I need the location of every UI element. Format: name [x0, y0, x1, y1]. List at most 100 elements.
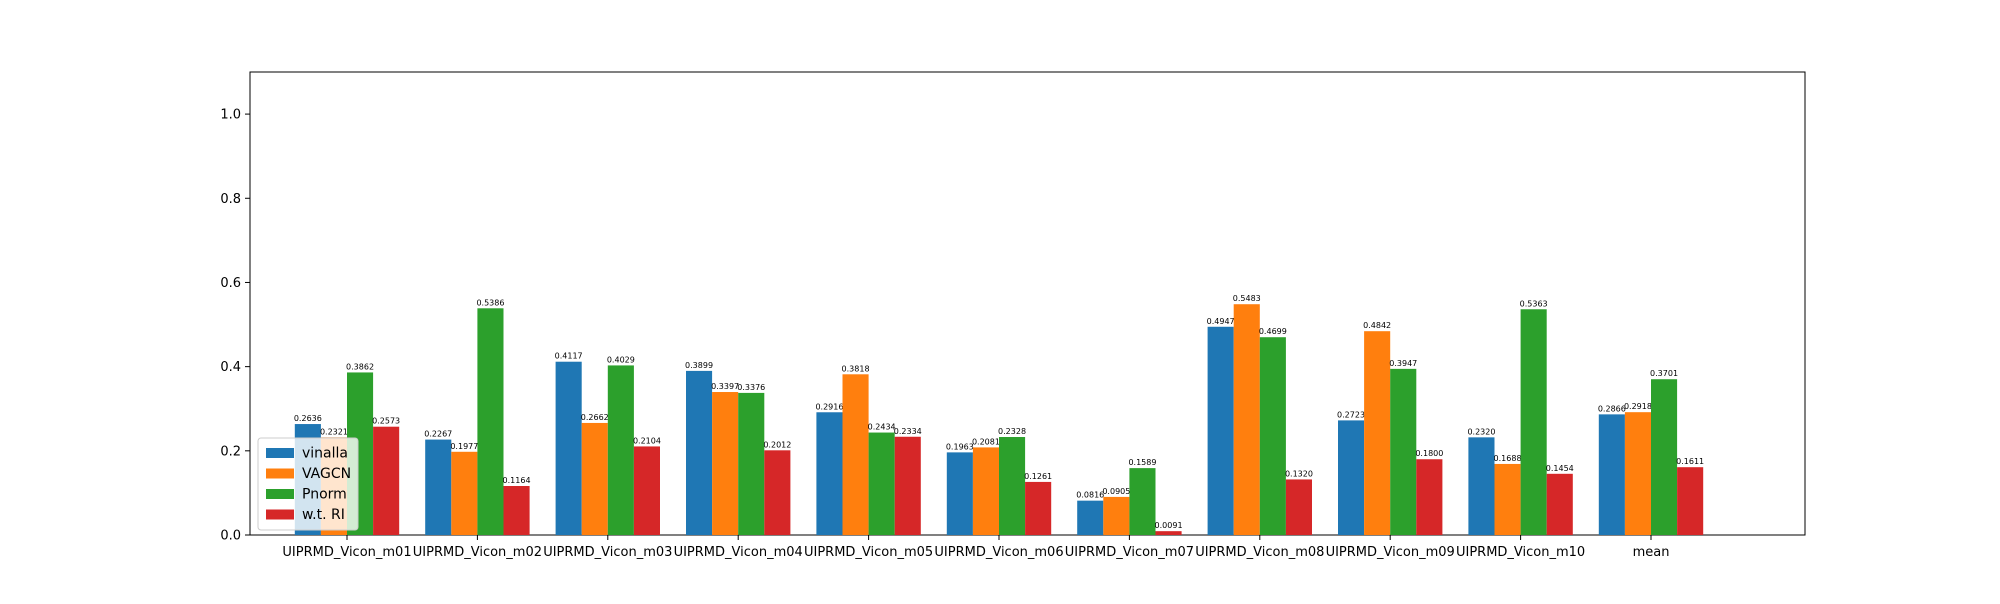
bar-value-label: 0.2866 [1598, 404, 1626, 413]
bar [555, 361, 582, 535]
x-tick-label: UIPRMD_Vicon_m06 [934, 545, 1063, 560]
bar [1677, 467, 1704, 535]
bar [999, 437, 1026, 535]
bar-value-label: 0.2012 [763, 440, 791, 449]
bar-value-label: 0.1589 [1128, 458, 1156, 467]
bar-value-label: 0.2434 [868, 423, 896, 432]
bar-value-label: 0.4029 [607, 355, 635, 364]
bar [503, 486, 530, 535]
bar-value-label: 0.2662 [581, 413, 609, 422]
bar-value-label: 0.5386 [476, 298, 504, 307]
bar [1390, 368, 1417, 535]
bar [1651, 379, 1678, 535]
bar-value-label: 0.2636 [294, 414, 322, 423]
bar [633, 446, 660, 535]
bar-value-label: 0.1261 [1024, 472, 1052, 481]
bar [1207, 326, 1234, 535]
y-tick-label: 0.4 [220, 360, 241, 375]
bar [946, 452, 973, 535]
legend-box [257, 437, 359, 531]
bar-value-label: 0.2267 [424, 430, 452, 439]
x-tick-label: mean [1633, 545, 1670, 560]
bar [1155, 531, 1182, 535]
bar [581, 422, 608, 535]
bar [842, 374, 869, 535]
bar-value-label: 0.3899 [685, 361, 713, 370]
bar-value-label: 0.3701 [1650, 369, 1678, 378]
legend-label: vinalla [302, 446, 348, 462]
bar-value-label: 0.2321 [320, 427, 348, 436]
bar-value-label: 0.4699 [1259, 327, 1287, 336]
y-tick-label: 0.8 [220, 192, 241, 207]
legend-swatch [266, 509, 294, 520]
y-tick-label: 0.2 [220, 444, 241, 459]
bar [816, 412, 843, 535]
bar-value-label: 0.0091 [1155, 521, 1183, 530]
bar-value-label: 0.1164 [503, 476, 531, 485]
x-tick-label: UIPRMD_Vicon_m09 [1326, 545, 1455, 560]
bar-value-label: 0.1688 [1494, 454, 1522, 463]
bar-value-label: 0.2573 [372, 417, 400, 426]
bar-value-label: 0.1320 [1285, 469, 1313, 478]
bar-value-label: 0.1611 [1676, 457, 1704, 466]
bar [1494, 463, 1521, 535]
bar-value-label: 0.2104 [633, 436, 661, 445]
bar [1338, 420, 1365, 535]
bar [1520, 309, 1547, 535]
bar-value-label: 0.2334 [894, 427, 922, 436]
bar [1259, 337, 1286, 535]
bar [1546, 473, 1573, 535]
bar [607, 365, 634, 535]
bar [1285, 479, 1312, 535]
y-tick-label: 0.0 [220, 529, 241, 544]
bar [1077, 500, 1104, 535]
bar [451, 451, 478, 535]
bar-value-label: 0.1454 [1546, 464, 1574, 473]
bar [894, 436, 921, 535]
bar-value-label: 0.1800 [1415, 449, 1443, 458]
bar-value-label: 0.2081 [972, 437, 1000, 446]
x-tick-label: UIPRMD_Vicon_m04 [674, 545, 803, 560]
legend-swatch [266, 489, 294, 499]
x-tick-label: UIPRMD_Vicon_m10 [1456, 545, 1585, 560]
bar [1129, 468, 1156, 535]
bar-value-label: 0.5483 [1233, 294, 1261, 303]
bar [764, 450, 791, 535]
legend-label: w.t. RI [302, 507, 345, 523]
legend-label: Pnorm [302, 487, 347, 503]
bar [1233, 304, 1260, 535]
bar-value-label: 0.0816 [1076, 491, 1104, 500]
x-tick-label: UIPRMD_Vicon_m05 [804, 545, 933, 560]
bar [738, 392, 765, 535]
x-tick-label: UIPRMD_Vicon_m08 [1195, 545, 1324, 560]
legend-swatch [266, 468, 294, 479]
bar-value-label: 0.2918 [1624, 402, 1652, 411]
bar [712, 392, 739, 535]
bar-value-label: 0.2723 [1337, 410, 1365, 419]
bar-value-label: 0.3397 [711, 382, 739, 391]
bar [972, 447, 999, 535]
bar [1103, 496, 1130, 535]
bar-value-label: 0.3376 [737, 383, 765, 392]
legend-label: VAGCN [302, 466, 351, 482]
bar [1624, 412, 1651, 535]
bar [1468, 437, 1495, 535]
y-tick-label: 1.0 [220, 108, 241, 123]
x-tick-label: UIPRMD_Vicon_m07 [1065, 545, 1194, 560]
bar [686, 370, 713, 535]
x-tick-label: UIPRMD_Vicon_m02 [413, 545, 542, 560]
x-tick-label: UIPRMD_Vicon_m03 [543, 545, 672, 560]
bar-value-label: 0.2328 [998, 427, 1026, 436]
bar [425, 439, 452, 535]
bar-value-label: 0.5363 [1520, 299, 1548, 308]
bar [1364, 331, 1391, 535]
bar-value-label: 0.4947 [1207, 317, 1235, 326]
x-tick-label: UIPRMD_Vicon_m01 [282, 545, 411, 560]
bar-value-label: 0.3947 [1389, 359, 1417, 368]
bar-value-label: 0.1977 [450, 442, 478, 451]
bar [1416, 459, 1443, 535]
bar [868, 432, 895, 535]
bar-value-label: 0.4842 [1363, 321, 1391, 330]
